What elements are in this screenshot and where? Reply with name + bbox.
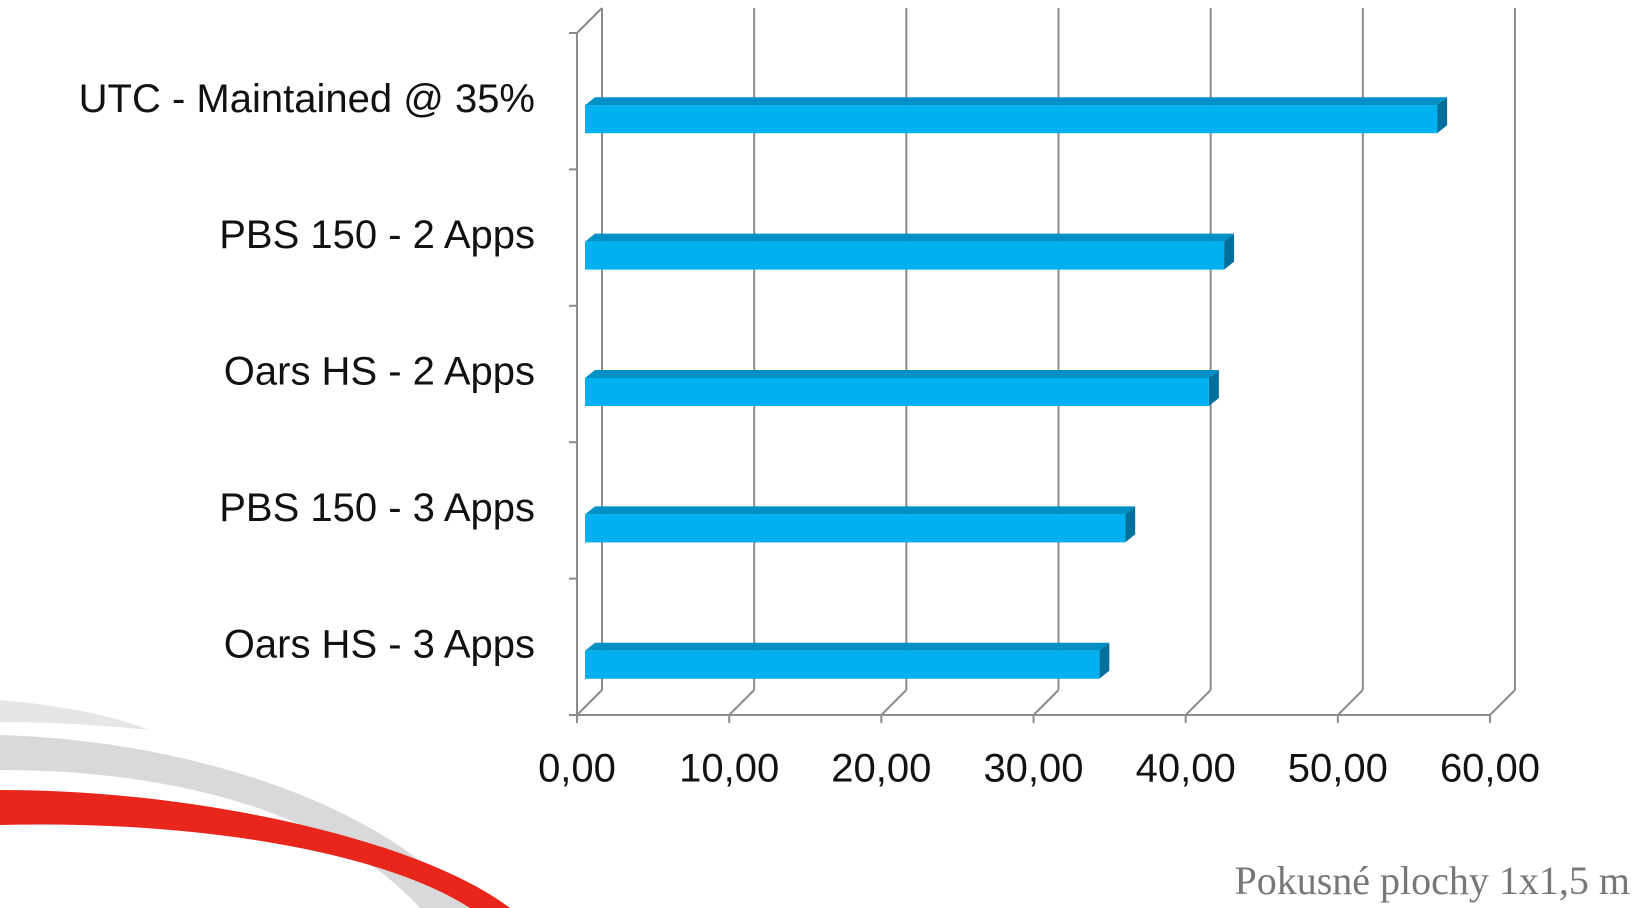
grid-line xyxy=(1490,690,1515,715)
y-tick-label: UTC - Maintained @ 35% xyxy=(79,77,535,121)
y-tick-label: PBS 150 - 2 Apps xyxy=(219,213,535,257)
x-tick-label: 0,00 xyxy=(538,747,616,791)
bar-top xyxy=(585,370,1219,378)
x-tick-label: 50,00 xyxy=(1288,747,1388,791)
bar-top xyxy=(585,234,1234,242)
bar xyxy=(585,242,1224,270)
x-tick-label: 10,00 xyxy=(679,747,779,791)
bar xyxy=(585,378,1209,406)
grid-line xyxy=(577,690,602,715)
bar-top xyxy=(585,506,1135,514)
y-tick-label: Oars HS - 3 Apps xyxy=(224,622,535,666)
axis-line xyxy=(577,8,602,33)
y-tick-label: PBS 150 - 3 Apps xyxy=(219,486,535,530)
bar-top xyxy=(585,643,1109,651)
decoration xyxy=(0,700,510,908)
page: {"chart_data": {"type": "bar", "orientat… xyxy=(0,0,1636,908)
grid-line xyxy=(1034,690,1059,715)
swoosh-light xyxy=(0,700,150,730)
x-tick-label: 40,00 xyxy=(1136,747,1236,791)
bar xyxy=(585,105,1437,133)
y-tick-label: Oars HS - 2 Apps xyxy=(224,350,535,394)
grid-line xyxy=(1186,690,1211,715)
bar xyxy=(585,514,1125,542)
bar xyxy=(585,651,1099,679)
x-tick-label: 30,00 xyxy=(983,747,1083,791)
chart: Pokusné plochy 1x1,5 m 0,00 10,00 20,00 30,… xyxy=(0,0,1636,908)
grid-line xyxy=(1338,690,1363,715)
x-tick-label: 60,00 xyxy=(1440,747,1540,791)
grid-line xyxy=(729,690,754,715)
bar-top xyxy=(585,97,1447,105)
caption: Pokusné plochy 1x1,5 m xyxy=(1234,858,1630,903)
grid-line xyxy=(881,690,906,715)
x-tick-label: 20,00 xyxy=(831,747,931,791)
